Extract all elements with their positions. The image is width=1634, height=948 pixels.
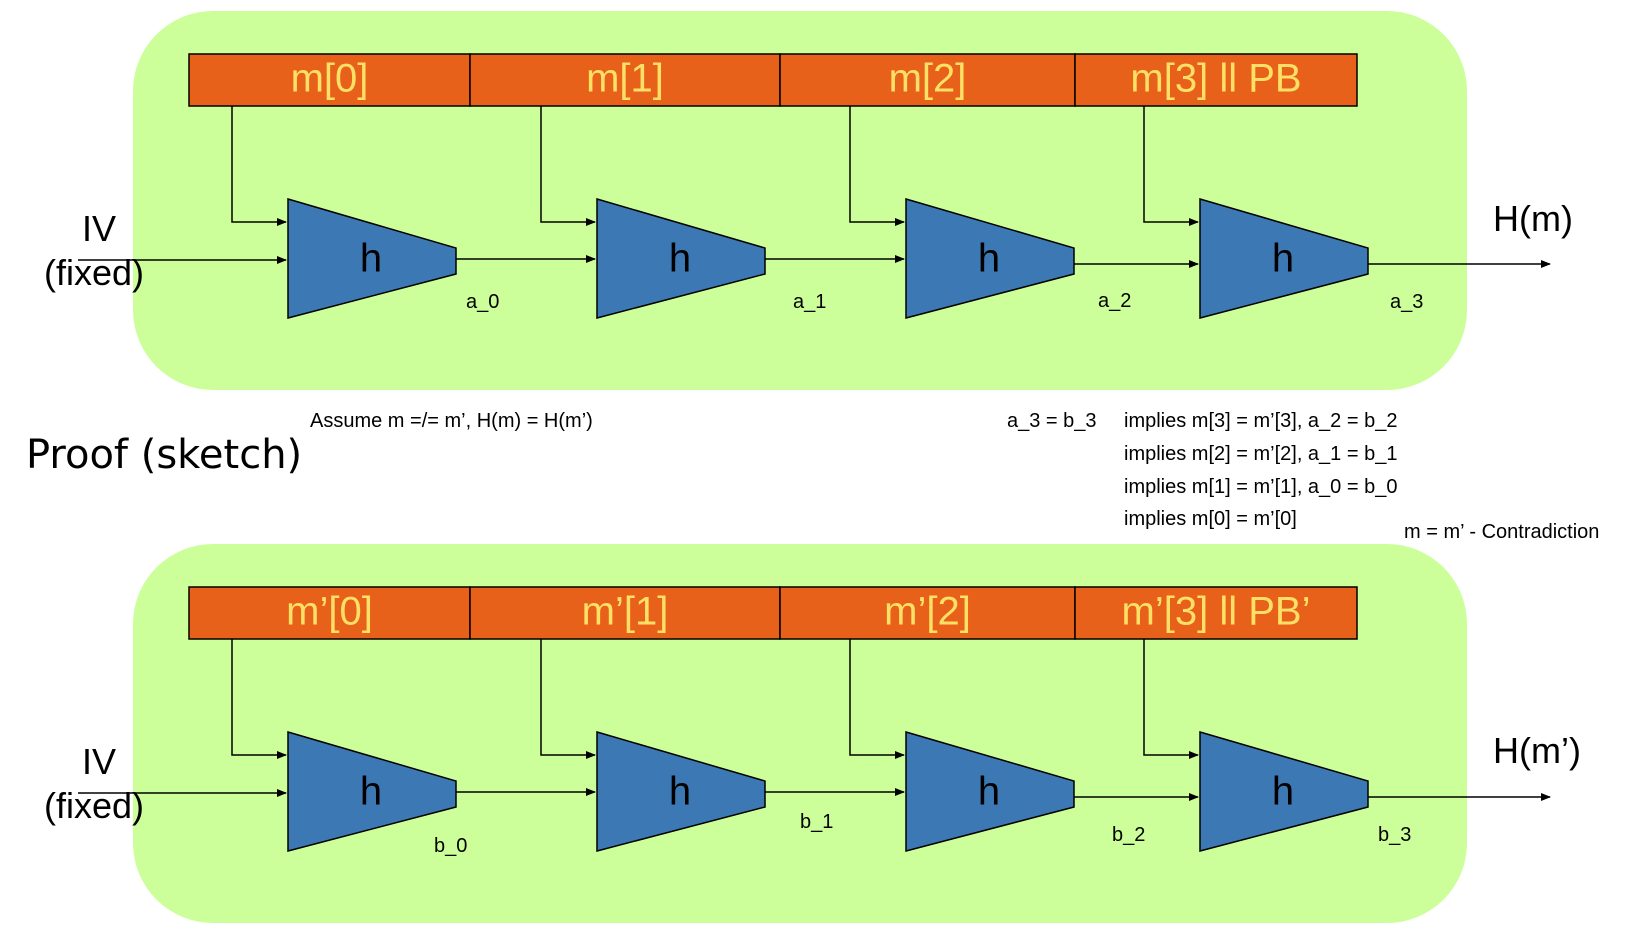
top-message-block-label-2: m[2]: [889, 57, 967, 101]
top-compression-h-3: [1199, 198, 1369, 319]
bottom-compression-h-label-2: h: [978, 770, 1000, 814]
top-compression-h-2: [905, 198, 1075, 319]
top-output-a1: a_1: [793, 291, 827, 313]
bottom-compression-h-2: [905, 731, 1075, 852]
proof-implication-3: implies m[1] = m’[1], a_0 = b_0: [1124, 476, 1398, 498]
bottom-message-arrow-0: [231, 639, 287, 759]
bottom-message-block-3: [1074, 586, 1358, 640]
top-compression-h-label-1: h: [669, 237, 691, 281]
bottom-message-block-0: [188, 586, 471, 640]
bottom-message-block-label-2: m’[2]: [884, 590, 971, 634]
bottom-compression-h-label-1: h: [669, 770, 691, 814]
bottom-compression-h-label-0: h: [360, 770, 382, 814]
bottom-output-b1: b_1: [800, 811, 834, 833]
top-message-block-label-3: m[3] ll PB: [1130, 57, 1301, 101]
bottom-output-b0: b_0: [434, 835, 468, 857]
top-chain: m[0] m[1] m[2] m[3] ll PB h h h h: [78, 11, 1551, 390]
proof-implication-4: implies m[0] = m’[0]: [1124, 508, 1297, 530]
bottom-message-arrow-1: [540, 639, 596, 759]
top-message-arrow-1: [540, 106, 596, 226]
proof-heading: Proof (sketch): [26, 432, 303, 478]
bottom-compression-h-3: [1199, 731, 1369, 852]
proof-implication-1: implies m[3] = m’[3], a_2 = b_2: [1124, 410, 1398, 432]
proof-implication-2: implies m[2] = m’[2], a_1 = b_1: [1124, 443, 1398, 465]
top-output-a2: a_2: [1098, 290, 1132, 312]
top-compression-h-label-3: h: [1272, 237, 1294, 281]
bottom-message-block-label-0: m’[0]: [286, 590, 373, 634]
top-message-block-3: [1074, 53, 1358, 107]
top-message-block-label-0: m[0]: [291, 57, 369, 101]
bottom-chain: m’[0] m’[1] m’[2] m’[3] ll PB’ h h h h: [78, 544, 1551, 923]
top-compression-h-0: [287, 198, 457, 319]
top-message-arrow-0: [231, 106, 287, 226]
bottom-iv-label: IV: [82, 741, 117, 782]
top-iv-label: IV: [82, 208, 117, 249]
bottom-output-b2: b_2: [1112, 824, 1146, 846]
bottom-message-block-label-3: m’[3] ll PB’: [1122, 590, 1311, 634]
bottom-compression-h-0: [287, 731, 457, 852]
top-output-a0: a_0: [466, 291, 500, 313]
bottom-iv-fixed-label: (fixed): [44, 785, 145, 826]
proof-conclusion: m = m’ - Contradiction: [1404, 521, 1600, 543]
bottom-hash-output-label: H(m’): [1493, 730, 1581, 771]
top-hash-output-label: H(m): [1493, 198, 1573, 239]
bottom-message-arrow-3: [1143, 639, 1199, 759]
top-message-arrow-3: [1143, 106, 1199, 226]
top-message-block-2: [779, 53, 1076, 107]
proof-assumption: Assume m =/= m’, H(m) = H(m’): [310, 410, 593, 432]
bottom-message-arrow-2: [849, 639, 905, 759]
top-message-arrow-2: [849, 106, 905, 226]
bottom-compression-h-label-3: h: [1272, 770, 1294, 814]
top-compression-h-label-0: h: [360, 237, 382, 281]
bottom-message-block-label-1: m’[1]: [582, 590, 669, 634]
top-message-block-label-1: m[1]: [586, 57, 664, 101]
bottom-output-b3: b_3: [1378, 824, 1412, 846]
bottom-message-block-1: [469, 586, 781, 640]
proof-equality: a_3 = b_3: [1007, 410, 1097, 432]
top-compression-h-1: [596, 198, 766, 319]
bottom-compression-h-1: [596, 731, 766, 852]
top-iv-fixed-label: (fixed): [44, 252, 145, 293]
top-compression-h-label-2: h: [978, 237, 1000, 281]
top-output-a3: a_3: [1390, 291, 1424, 313]
